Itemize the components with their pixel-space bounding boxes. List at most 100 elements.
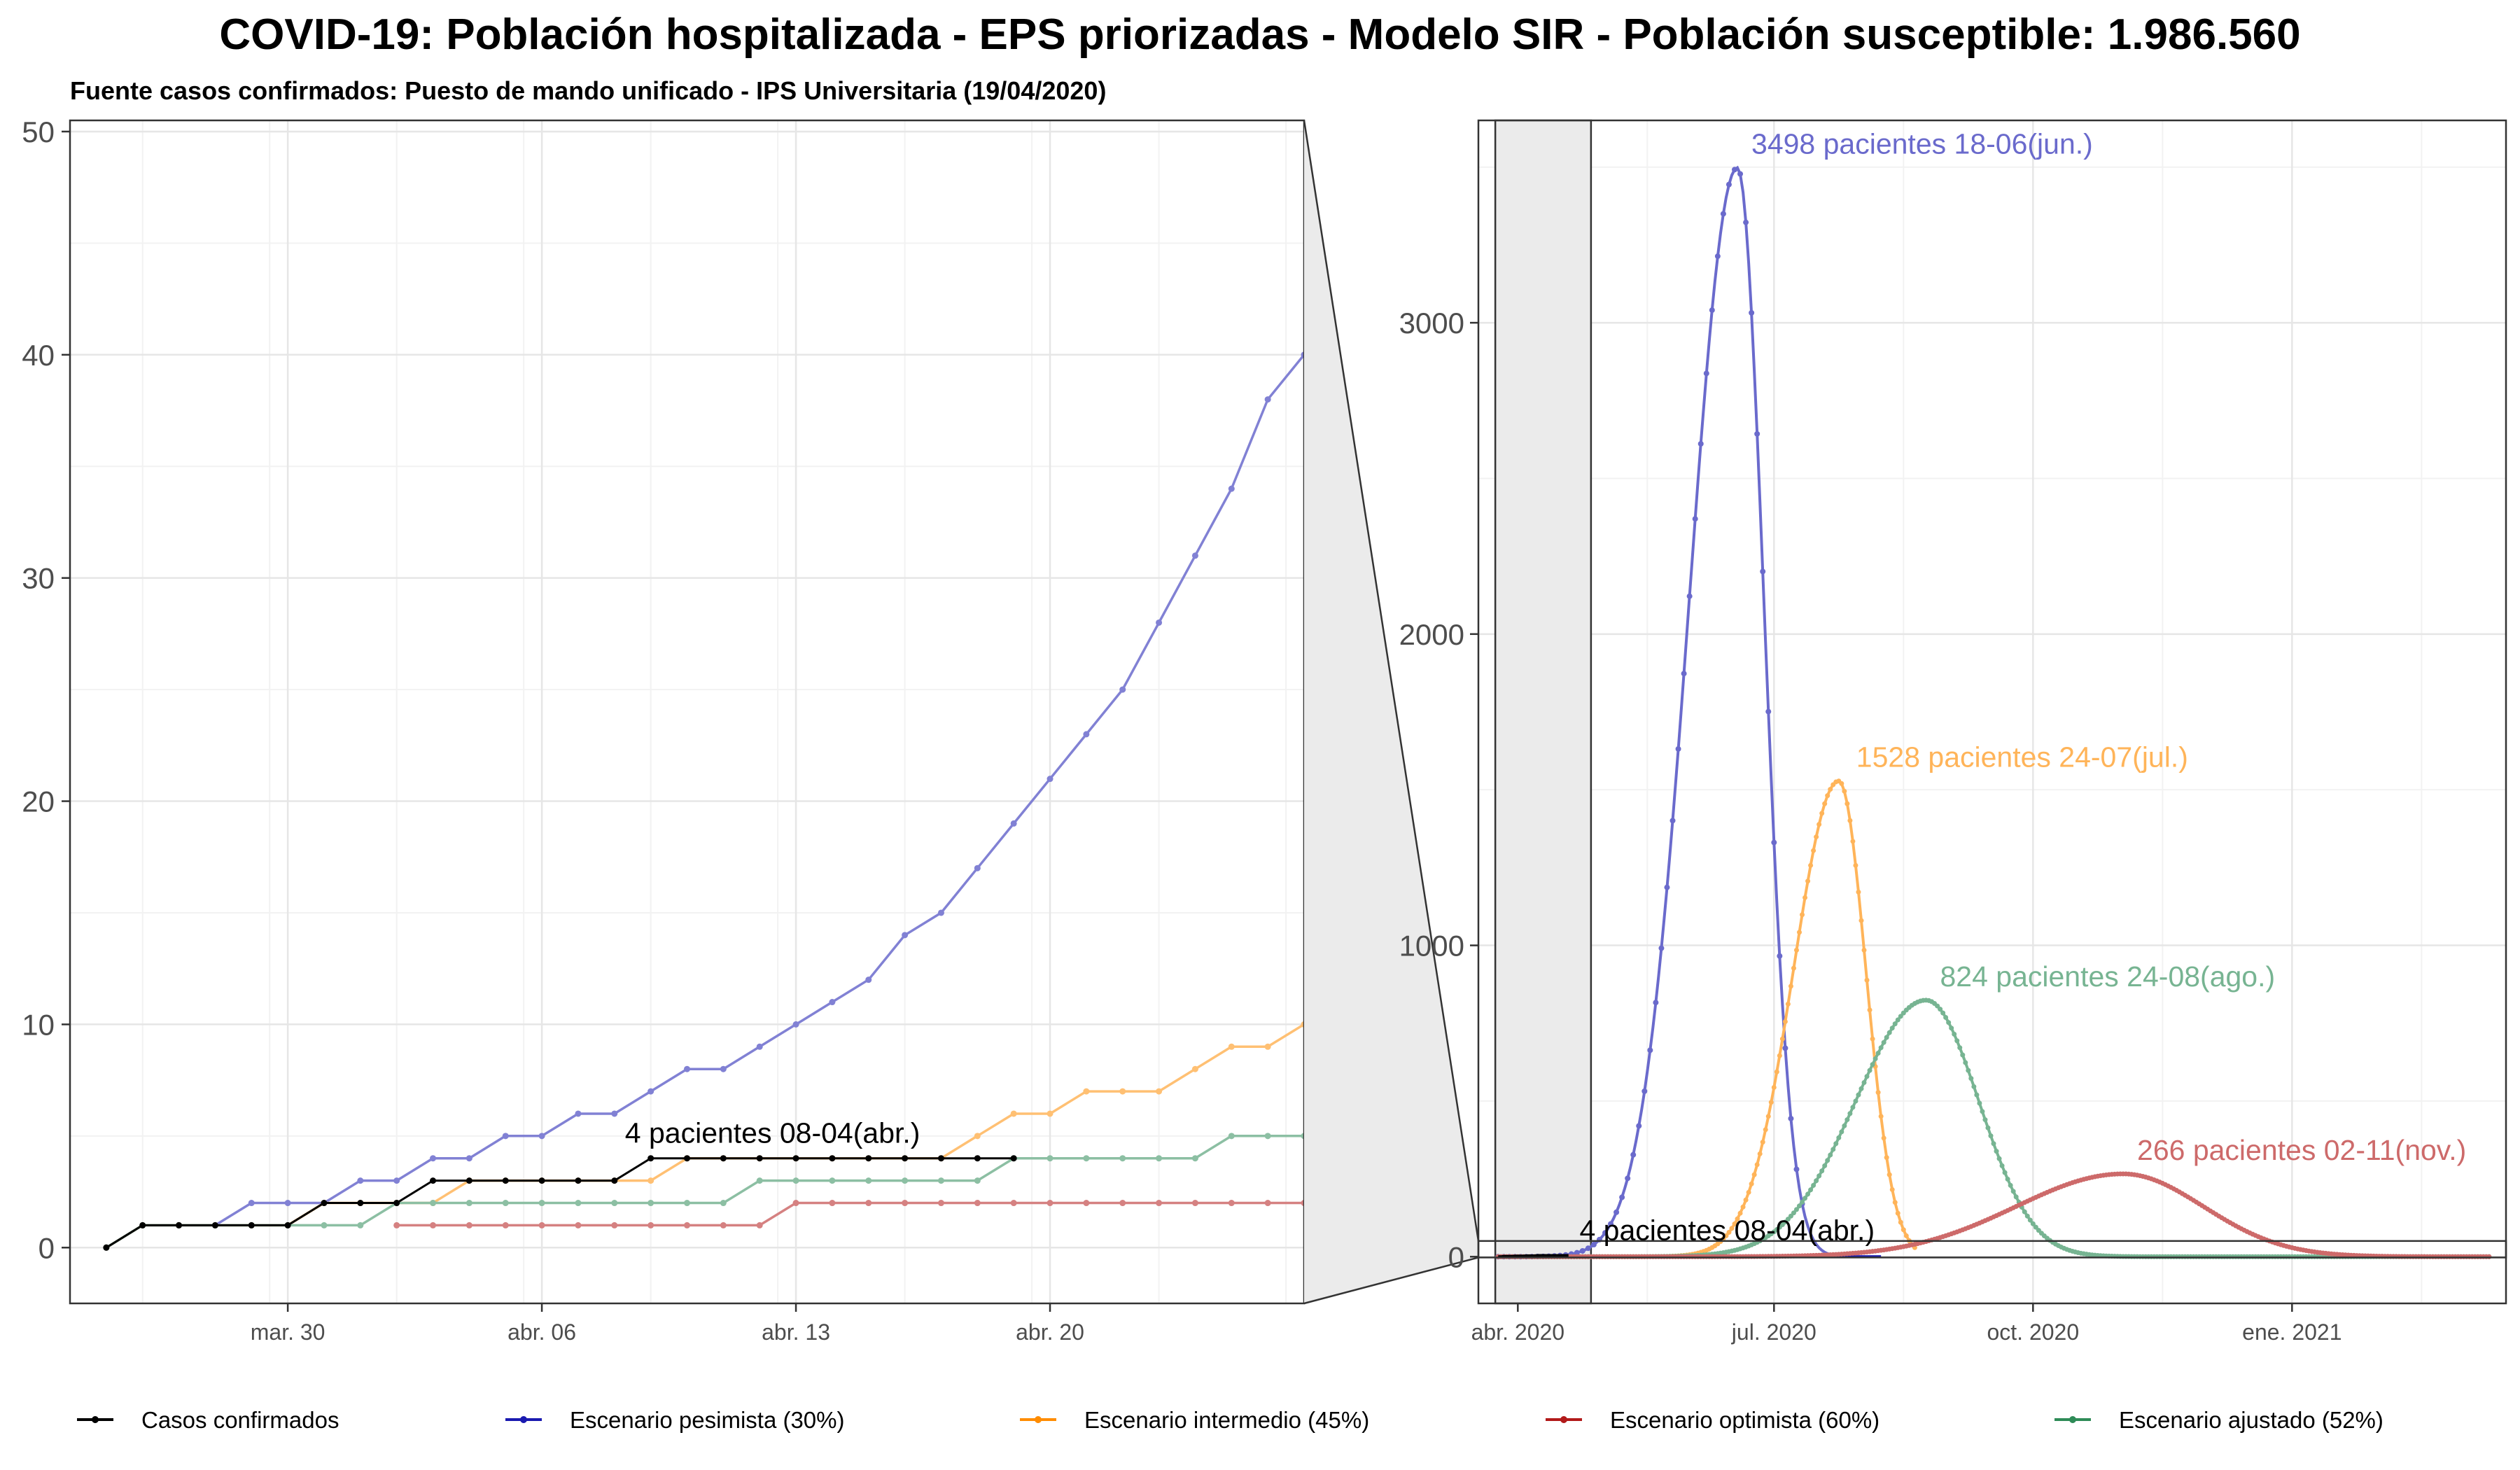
left-point-pesimista (902, 932, 909, 939)
right-annotation-confirmados: 4 pacientes 08-04(abr.) (1579, 1214, 1875, 1247)
right-series-line-confirmados (1498, 1254, 1569, 1259)
left-point-ajustado (1191, 1155, 1198, 1162)
right-point-intermedio (1828, 787, 1833, 792)
left-point-optimista (575, 1222, 582, 1228)
right-point-ajustado (1822, 1163, 1828, 1168)
right-point-ajustado (1802, 1196, 1808, 1201)
right-point-intermedio (1898, 1219, 1903, 1225)
right-point-intermedio (1735, 1216, 1740, 1222)
right-y-tick-label: 2000 (1399, 618, 1464, 651)
left-point-optimista (393, 1222, 400, 1228)
right-point-ajustado (1963, 1060, 1968, 1065)
right-point-intermedio (1802, 895, 1808, 900)
left-point-optimista (1191, 1200, 1198, 1207)
right-point-pesimista (1658, 945, 1665, 951)
right-point-intermedio (1811, 848, 1816, 853)
right-point-ajustado (1875, 1050, 1881, 1056)
right-point-ajustado (1946, 1020, 1952, 1026)
legend-item-intermedio: Escenario intermedio (45%) (1020, 1407, 1369, 1433)
right-point-ajustado (1982, 1117, 1988, 1123)
legend-key-point (2069, 1416, 2076, 1423)
left-point-pesimista (937, 909, 944, 916)
right-point-pesimista (1743, 219, 1749, 225)
left-point-ajustado (684, 1200, 690, 1207)
right-point-intermedio (1864, 977, 1870, 983)
left-point-optimista (829, 1200, 836, 1207)
right-panel-border (1477, 119, 2507, 1305)
left-point-pesimista (502, 1133, 509, 1140)
right-point-ajustado (1895, 1017, 1900, 1023)
left-point-ajustado (465, 1200, 472, 1207)
right-point-intermedio (1816, 822, 1822, 827)
right-point-intermedio (1785, 1001, 1791, 1007)
right-point-pesimista (1737, 171, 1744, 177)
right-point-ajustado (1881, 1040, 1886, 1045)
right-point-ajustado (1791, 1210, 1796, 1216)
left-point-pesimista (974, 864, 981, 872)
right-point-ajustado (1808, 1187, 1814, 1193)
left-point-pesimista (684, 1065, 690, 1072)
left-series-optimista (393, 1200, 1308, 1228)
right-point-ajustado (1971, 1084, 1977, 1089)
right-point-intermedio (1805, 878, 1811, 884)
right-point-pesimista (1726, 181, 1732, 188)
right-point-ajustado (1966, 1068, 1971, 1073)
left-point-ajustado (430, 1200, 437, 1207)
left-point-pesimista (1010, 820, 1017, 827)
chart-title: COVID-19: Población hospitalizada - EPS … (219, 10, 2300, 59)
left-point-ajustado (974, 1177, 981, 1184)
left-point-ajustado (937, 1177, 944, 1184)
right-point-pesimista (1647, 1047, 1653, 1054)
left-point-ajustado (792, 1177, 799, 1184)
right-point-ajustado (1861, 1079, 1867, 1085)
legend: Casos confirmados Escenario pesimista (30… (77, 1407, 2384, 1433)
left-point-pesimista (1119, 686, 1126, 693)
right-point-intermedio (1861, 947, 1867, 953)
right-y-tick-label: 1000 (1399, 930, 1464, 962)
right-point-pesimista (1777, 953, 1783, 959)
left-point-intermedio (1264, 1043, 1271, 1050)
right-point-intermedio (1743, 1197, 1749, 1203)
right-annotation-ajustado: 824 pacientes 24-08(ago.) (1940, 960, 2275, 993)
right-point-ajustado (1935, 1003, 1940, 1009)
left-point-pesimista (1083, 731, 1090, 738)
right-point-ajustado (2030, 1221, 2036, 1226)
left-point-confirmados (248, 1222, 255, 1228)
left-series-line-optimista (396, 1201, 1304, 1227)
zoom-connector-bottom-line (1303, 1256, 1479, 1305)
left-point-confirmados (103, 1244, 110, 1251)
left-point-intermedio (1010, 1110, 1017, 1117)
right-point-intermedio (1796, 930, 1802, 935)
left-point-optimista (1119, 1200, 1126, 1207)
left-point-ajustado (756, 1177, 763, 1184)
legend-label-intermedio: Escenario intermedio (45%) (1084, 1407, 1369, 1433)
right-annotation-optimista: 266 pacientes 02-11(nov.) (2137, 1134, 2466, 1166)
left-point-pesimista (248, 1200, 255, 1207)
right-point-ajustado (1867, 1068, 1872, 1073)
right-point-pesimista (1636, 1123, 1642, 1129)
right-point-intermedio (1814, 834, 1819, 840)
left-point-pesimista (648, 1088, 654, 1095)
left-point-confirmados (176, 1222, 183, 1228)
right-point-intermedio (1842, 788, 1847, 794)
left-point-pesimista (829, 999, 836, 1006)
right-point-pesimista (1625, 1175, 1631, 1182)
right-point-intermedio (1858, 918, 1864, 923)
right-point-pesimista (1703, 370, 1709, 377)
left-point-intermedio (1083, 1088, 1090, 1095)
left-point-confirmados (211, 1222, 218, 1228)
right-point-intermedio (1808, 862, 1814, 868)
right-point-intermedio (1751, 1172, 1757, 1177)
legend-label-optimista: Escenario optimista (60%) (1610, 1407, 1879, 1433)
right-point-intermedio (1793, 947, 1799, 953)
legend-key-point (520, 1416, 527, 1423)
left-point-confirmados (720, 1155, 727, 1162)
right-point-ajustado (2033, 1224, 2038, 1230)
left-point-optimista (756, 1222, 763, 1228)
right-point-ajustado (1943, 1014, 1949, 1020)
left-point-confirmados (357, 1200, 364, 1207)
legend-item-confirmados: Casos confirmados (77, 1407, 339, 1433)
left-point-optimista (974, 1200, 981, 1207)
left-point-confirmados (502, 1177, 509, 1184)
left-point-pesimista (720, 1065, 727, 1072)
